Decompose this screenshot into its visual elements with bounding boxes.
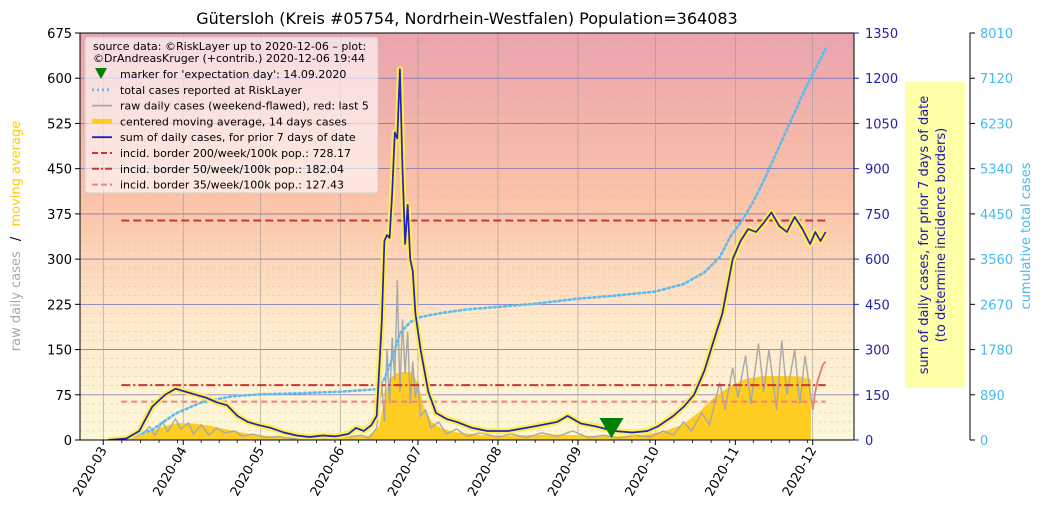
x-tick-label: 2020-04 [151, 445, 191, 500]
x-tick-label: 2020-09 [545, 445, 585, 500]
right-tick-label: 300 [865, 344, 890, 359]
x-tick-label: 2020-08 [465, 444, 505, 499]
left-axis-label: raw daily cases / moving average [9, 121, 24, 351]
left-tick-label: 675 [47, 27, 72, 42]
legend-entry-label: centered moving average, 14 days cases [120, 115, 347, 128]
far-right-tick-label: 8010 [980, 27, 1013, 42]
left-tick-label: 300 [47, 253, 72, 268]
legend-box [84, 36, 379, 194]
right-tick-label: 600 [865, 253, 890, 268]
far-right-tick-label: 5340 [980, 163, 1013, 178]
left-axis-label-sep: / [9, 236, 24, 241]
far-right-tick-label: 0 [980, 434, 988, 449]
right-tick-label: 150 [865, 389, 890, 404]
right-axis-label-line1: sum of daily cases, for prior 7 days of … [917, 96, 932, 375]
legend-entry-label: incid. border 50/week/100k pop.: 182.04 [120, 163, 344, 176]
legend-entry-label: marker for 'expectation day': 14.09.2020 [120, 68, 346, 81]
legend-source-line: source data: ©RiskLayer up to 2020-12-06… [93, 40, 366, 53]
far-right-tick-label: 4450 [980, 208, 1013, 223]
right-tick-label: 900 [865, 163, 890, 178]
left-axis-label-raw: raw daily cases [9, 251, 24, 351]
x-tick-label: 2020-10 [623, 445, 663, 500]
legend-entry-label: incid. border 35/week/100k pop.: 127.43 [120, 179, 344, 192]
far-right-tick-label: 2670 [980, 298, 1013, 313]
raw-daily-cases-line [121, 280, 814, 440]
left-tick-label: 0 [64, 434, 72, 449]
right-axis-label-line2: (to determine incidence borders) [934, 128, 949, 343]
x-tick-label: 2020-12 [780, 445, 820, 500]
left-tick-label: 75 [55, 389, 72, 404]
right-tick-label: 1350 [865, 27, 898, 42]
total-cases-line [107, 47, 827, 440]
left-axis: 0 75 150 225 300 375 450 525 600 675 [47, 27, 80, 449]
legend-source-line: ©DrAndreasKruger (+contrib.) 2020-12-06 … [93, 52, 365, 65]
right-tick-label: 1200 [865, 72, 898, 87]
chart-title: Gütersloh (Kreis #05754, Nordrhein-Westf… [196, 9, 737, 28]
right-axis-label: sum of daily cases, for prior 7 days of … [905, 82, 965, 388]
x-tick-label: 2020-07 [385, 445, 425, 500]
far-right-tick-label: 6230 [980, 117, 1013, 132]
legend-entry-label: raw daily cases (weekend-flawed), red: l… [120, 100, 369, 113]
right-tick-label: 750 [865, 208, 890, 223]
right-tick-label: 0 [865, 434, 873, 449]
left-tick-label: 450 [47, 163, 72, 178]
left-tick-label: 600 [47, 72, 72, 87]
left-axis-label-avg: moving average [9, 121, 24, 227]
right-tick-label: 1050 [865, 117, 898, 132]
far-right-axis-label: cumulative total cases [1019, 162, 1034, 309]
right-axis: 0 150 300 450 600 750 900 1050 1200 1350 [854, 27, 898, 449]
far-right-tick-label: 7120 [980, 72, 1013, 87]
seven-day-sum-line [108, 68, 827, 440]
far-right-tick-label: 3560 [980, 253, 1013, 268]
far-right-tick-label: 890 [980, 389, 1005, 404]
legend-entry-label: sum of daily cases, for prior 7 days of … [120, 131, 356, 144]
svg-text:raw daily cases /: raw daily cases / moving average [9, 121, 24, 351]
right-axis-label-box [905, 82, 965, 388]
raw-daily-cases-last5-line [811, 361, 827, 411]
plot-frame [79, 32, 855, 441]
far-right-axis-label-text: cumulative total cases [1019, 162, 1034, 309]
x-tick-label: 2020-11 [703, 445, 743, 500]
right-tick-label: 450 [865, 298, 890, 313]
far-right-tick-label: 1780 [980, 344, 1013, 359]
expectation-day-marker [599, 418, 624, 438]
plot-area [107, 47, 829, 440]
legend: source data: ©RiskLayer up to 2020-12-06… [84, 36, 379, 194]
left-tick-label: 150 [47, 344, 72, 359]
grid [80, 32, 854, 441]
x-tick-label: 2020-03 [71, 445, 111, 500]
left-tick-label: 525 [47, 117, 72, 132]
legend-entry-label: incid. border 200/week/100k pop.: 728.17 [120, 147, 351, 160]
x-tick-label: 2020-06 [308, 445, 348, 500]
far-right-axis: 0 890 1780 2670 3560 4450 5340 6230 7120 8010 [969, 27, 1013, 449]
legend-entry-label: total cases reported at RiskLayer [120, 84, 303, 97]
left-tick-label: 375 [47, 208, 72, 223]
legend-swatch-marker [95, 68, 107, 79]
x-axis: 2020-03 2020-04 2020-05 2020-06 2020-07 2020-… [71, 440, 820, 500]
x-tick-label: 2020-05 [228, 445, 268, 500]
left-tick-label: 225 [47, 298, 72, 313]
